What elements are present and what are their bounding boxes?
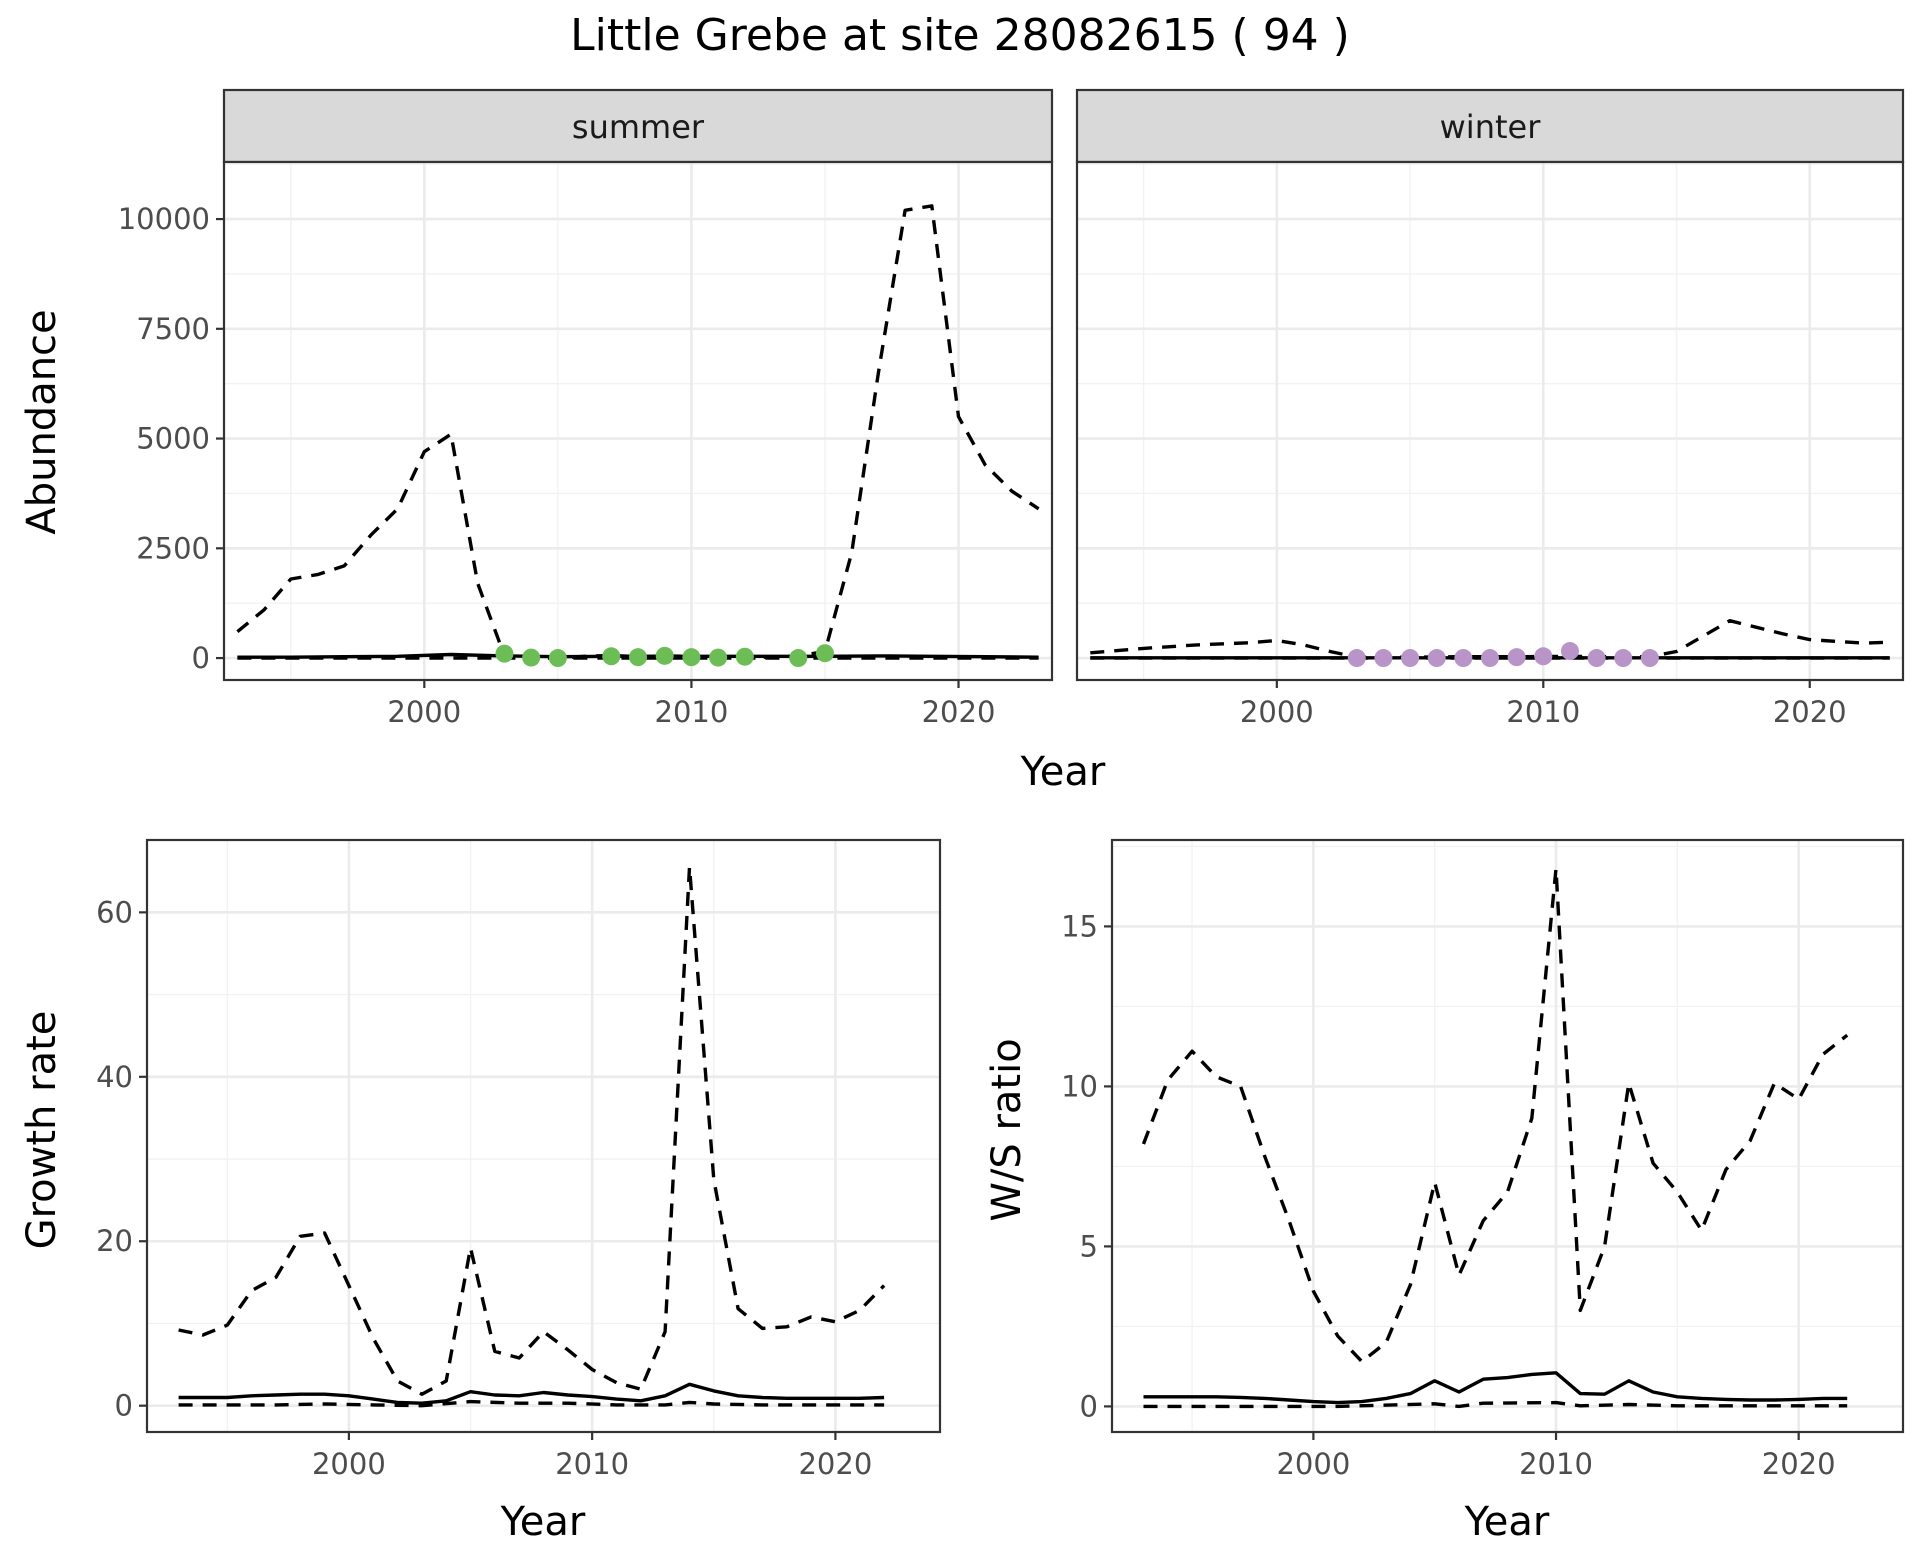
data-point xyxy=(1587,649,1606,668)
panel-background xyxy=(147,840,940,1432)
data-point xyxy=(789,649,808,668)
growth-x-axis-title: Year xyxy=(500,1499,586,1545)
panel-border xyxy=(1110,838,1905,1434)
data-point xyxy=(1534,647,1553,666)
panel-3: 2000 2010 2020 0 5 10 15 xyxy=(1061,838,1905,1481)
y-tick-label: 5000 xyxy=(136,422,210,456)
data-point xyxy=(682,648,701,667)
panel-border xyxy=(145,838,942,1434)
x-tick-label: 2020 xyxy=(798,1447,872,1481)
data-point xyxy=(1560,642,1579,661)
ws-x-axis-title: Year xyxy=(1464,1499,1550,1545)
y-tick-label: 5 xyxy=(1080,1229,1098,1263)
data-point xyxy=(1427,649,1446,668)
x-tick-label: 2010 xyxy=(1506,695,1580,729)
growth-y-axis-title: Growth rate xyxy=(19,1011,65,1250)
dashed-series-line xyxy=(178,865,886,1396)
data-point xyxy=(1454,649,1473,668)
y-tick-label: 10000 xyxy=(118,202,210,236)
x-tick-label: 2020 xyxy=(1762,1447,1836,1481)
y-tick-label: 20 xyxy=(96,1224,133,1258)
figure-title: Little Grebe at site 28082615 ( 94 ) xyxy=(570,10,1350,61)
data-point xyxy=(629,648,647,667)
abundance-y-axis-title: Abundance xyxy=(19,309,65,534)
y-tick-label: 15 xyxy=(1061,909,1098,943)
data-point xyxy=(1347,649,1366,668)
data-point xyxy=(548,649,567,668)
data-point xyxy=(602,647,621,666)
y-tick-label: 40 xyxy=(96,1060,133,1094)
data-point xyxy=(522,648,541,667)
data-point xyxy=(1507,648,1526,667)
dashed-series-line xyxy=(1143,1400,1848,1409)
data-point xyxy=(495,644,514,663)
data-point xyxy=(815,644,834,663)
panel-1: 2000 2010 2020 xyxy=(1075,160,1905,729)
y-tick-label: 2500 xyxy=(136,531,210,565)
y-tick-label: 0 xyxy=(1080,1389,1098,1423)
y-tick-label: 0 xyxy=(192,641,210,675)
panel-background xyxy=(1112,840,1903,1432)
data-point xyxy=(1374,649,1393,668)
panel-border xyxy=(222,160,1054,682)
panel-background xyxy=(1077,162,1903,680)
y-tick-label: 10 xyxy=(1061,1069,1098,1103)
data-point xyxy=(735,647,754,666)
facet-strip-summer xyxy=(222,88,1054,164)
panel-2: 2000 2010 2020 0 20 40 60 xyxy=(96,838,942,1481)
data-point xyxy=(1640,649,1659,668)
x-tick-label: 2020 xyxy=(1773,695,1847,729)
y-tick-label: 7500 xyxy=(136,312,210,346)
data-point xyxy=(1614,649,1633,668)
x-tick-label: 2000 xyxy=(387,695,461,729)
x-tick-label: 2010 xyxy=(655,695,729,729)
x-tick-label: 2010 xyxy=(555,1447,629,1481)
panel-background xyxy=(224,162,1052,680)
x-tick-label: 2000 xyxy=(1240,695,1314,729)
solid-series-line xyxy=(178,1382,885,1405)
y-tick-label: 60 xyxy=(96,895,133,929)
data-point xyxy=(655,646,674,665)
facet-label-winter: winter xyxy=(1440,108,1542,146)
ws-y-axis-title: W/S ratio xyxy=(984,1038,1030,1221)
y-tick-label: 0 xyxy=(115,1389,133,1423)
x-tick-label: 2000 xyxy=(312,1447,386,1481)
data-point xyxy=(1401,649,1420,668)
top-x-axis-title: Year xyxy=(1020,749,1106,795)
x-tick-label: 2020 xyxy=(922,695,996,729)
data-point xyxy=(1481,649,1499,668)
x-tick-label: 2000 xyxy=(1276,1447,1350,1481)
data-point xyxy=(709,648,728,667)
panel-border xyxy=(1075,160,1905,682)
dashed-series-line xyxy=(178,1399,885,1408)
x-tick-label: 2010 xyxy=(1519,1447,1593,1481)
facet-strip-winter xyxy=(1075,88,1905,164)
solid-series-line xyxy=(1143,1371,1848,1405)
dashed-series-line xyxy=(236,204,1040,660)
facet-label-summer: summer xyxy=(572,108,705,146)
dashed-series-line xyxy=(1141,867,1849,1364)
panel-0: 2000 2010 2020 0 2500 5000 7500 10000 xyxy=(118,160,1054,729)
